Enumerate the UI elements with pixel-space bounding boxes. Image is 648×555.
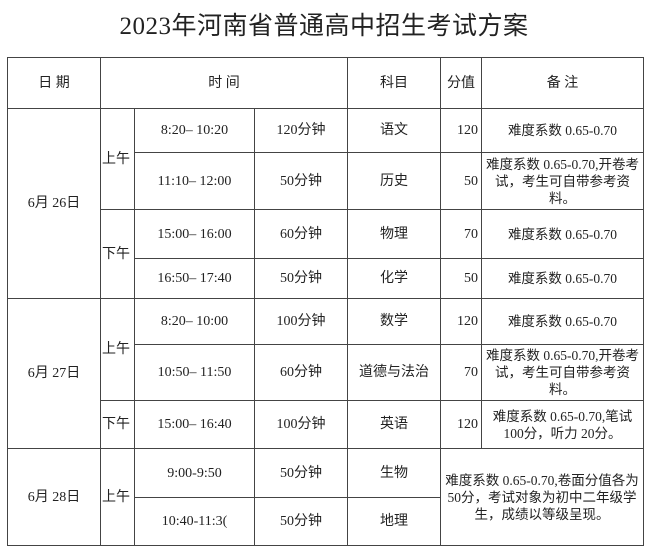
time-cell: 9:00-9:50 [134,448,255,498]
date-cell: 6月 28日 [7,448,101,546]
time-cell: 15:00– 16:40 [134,400,255,449]
subject-cell: 语文 [347,108,441,153]
header-time: 时 间 [100,57,348,109]
time-cell: 8:20– 10:00 [134,298,255,345]
subject-cell: 道德与法治 [347,344,441,401]
remarks-cell: 难度系数 0.65-0.70,开卷考试，考生可自带参考资料。 [481,344,644,401]
period-cell: 下午 [100,400,135,449]
table-row: 下午 15:00– 16:40 100分钟 英语 120 难度系数 0.65-0… [8,400,644,449]
remarks-cell: 难度系数 0.65-0.70,笔试 100分，听力 20分。 [481,400,644,449]
time-cell: 8:20– 10:20 [134,108,255,153]
time-cell: 16:50– 17:40 [134,258,255,299]
duration-cell: 50分钟 [254,258,348,299]
table-row: 6月 26日 上午 8:20– 10:20 120分钟 语文 120 难度系数 … [7,108,644,299]
duration-cell: 50分钟 [254,152,348,210]
remarks-cell: 难度系数 0.65-0.70,开卷考试，考生可自带参考资料。 [481,152,644,210]
table-row: 6月 28日 上午 9:00-9:50 50分钟 生物 难度系数 0.65-0.… [7,448,644,546]
period-cell: 上午 [100,448,135,546]
subject-cell: 生物 [347,448,441,498]
table-row: 下午 15:00– 16:00 60分钟 物理 70 难度系数 0.65-0.7… [8,209,644,299]
time-cell: 10:40-11:3( [134,497,255,546]
date-cell: 6月 27日 [7,298,101,449]
date-cell: 6月 26日 [7,108,101,299]
header-subject: 科目 [347,57,441,109]
header-date: 日 期 [7,57,101,109]
period-cell: 下午 [100,209,135,299]
header-row: 日 期 时 间 科目 分值 备 注 [7,57,644,109]
subject-cell: 地理 [347,497,441,546]
time-cell: 10:50– 11:50 [134,344,255,401]
remarks-cell: 难度系数 0.65-0.70 [481,258,644,299]
subject-cell: 英语 [347,400,441,449]
remarks-cell: 难度系数 0.65-0.70 [481,298,644,345]
score-cell: 50 [440,152,482,210]
subject-cell: 物理 [347,209,441,259]
table-row: 10:50– 11:50 60分钟 道德与法治 70 难度系数 0.65-0.7… [8,344,644,401]
header-remarks: 备 注 [481,57,644,109]
score-cell: 50 [440,258,482,299]
duration-cell: 60分钟 [254,344,348,401]
duration-cell: 50分钟 [254,497,348,546]
merged-remarks-cell: 难度系数 0.65-0.70,卷面分值各为 50分，考试对象为初中二年级学生，成… [440,448,644,546]
subject-cell: 化学 [347,258,441,299]
score-cell: 70 [440,209,482,259]
period-cell: 上午 [100,298,135,401]
score-cell: 70 [440,344,482,401]
duration-cell: 60分钟 [254,209,348,259]
time-cell: 15:00– 16:00 [134,209,255,259]
duration-cell: 120分钟 [254,108,348,153]
page-title: 2023年河南省普通高中招生考试方案 [119,13,529,40]
exam-schedule-table: 日 期 时 间 科目 分值 备 注 6月 26日 上午 8:20– 10:20 … [7,57,644,546]
header-score: 分值 [440,57,482,109]
score-cell: 120 [440,108,482,153]
remarks-cell: 难度系数 0.65-0.70 [481,108,644,153]
duration-cell: 100分钟 [254,400,348,449]
table-row: 11:10– 12:00 50分钟 历史 50 难度系数 0.65-0.70,开… [8,152,644,210]
table-row: 10:40-11:3( 50分钟 地理 [8,497,644,546]
subject-cell: 历史 [347,152,441,210]
score-cell: 120 [440,298,482,345]
subject-cell: 数学 [347,298,441,345]
period-cell: 上午 [100,108,135,210]
table-row: 6月 27日 上午 8:20– 10:00 100分钟 数学 120 难度系数 … [7,298,644,449]
remarks-cell: 难度系数 0.65-0.70 [481,209,644,259]
score-cell: 120 [440,400,482,449]
duration-cell: 50分钟 [254,448,348,498]
time-cell: 11:10– 12:00 [134,152,255,210]
table-row: 16:50– 17:40 50分钟 化学 50 难度系数 0.65-0.70 [8,258,644,299]
duration-cell: 100分钟 [254,298,348,345]
